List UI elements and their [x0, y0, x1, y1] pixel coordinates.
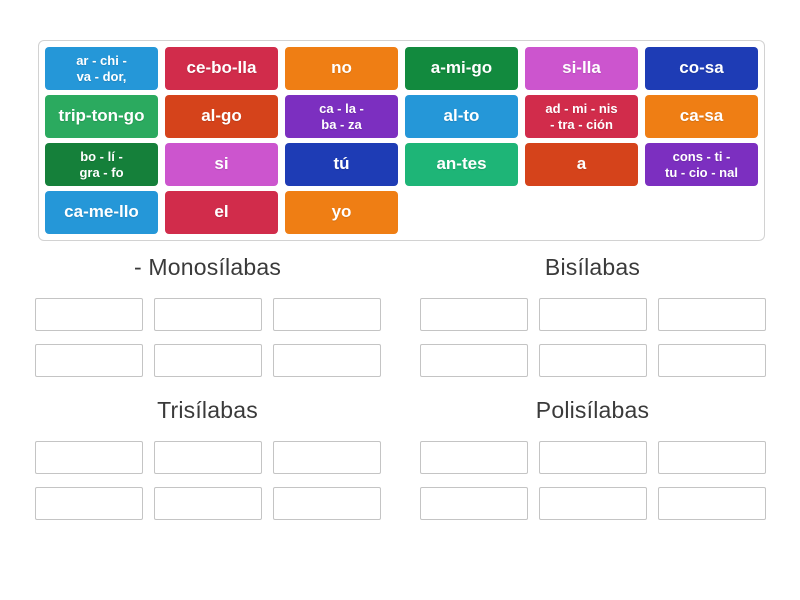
category-group: - Monosílabas — [35, 254, 381, 377]
slot-grid — [420, 441, 766, 520]
word-tile-label: tú — [333, 154, 350, 174]
drop-slot[interactable] — [154, 441, 262, 474]
drop-slot[interactable] — [154, 344, 262, 377]
word-tile-label: trip-ton-go — [58, 106, 145, 126]
drop-slot[interactable] — [35, 441, 143, 474]
drop-slot[interactable] — [35, 298, 143, 331]
word-tile[interactable]: ca-sa — [645, 95, 758, 138]
word-tile-label: ar - chi - va - dor, — [76, 52, 127, 84]
slot-grid — [35, 298, 381, 377]
word-tile-label: el — [214, 202, 229, 222]
drop-slot[interactable] — [539, 344, 647, 377]
drop-slot[interactable] — [658, 298, 766, 331]
drop-slot[interactable] — [420, 441, 528, 474]
word-tile-label: ca-me-llo — [64, 202, 139, 222]
word-tile[interactable]: a — [525, 143, 638, 186]
word-tile[interactable]: al-go — [165, 95, 278, 138]
drop-slot[interactable] — [35, 344, 143, 377]
word-tile[interactable]: ad - mi - nis - tra - ción — [525, 95, 638, 138]
word-tile-label: si — [214, 154, 229, 174]
word-tile-label: bo - lí - gra - fo — [79, 148, 124, 180]
tile-tray: ar - chi - va - dor, ce-bo-lla no a-mi-go si… — [38, 40, 765, 241]
word-tile[interactable]: ce-bo-lla — [165, 47, 278, 90]
slot-grid — [35, 441, 381, 520]
word-tile[interactable]: tú — [285, 143, 398, 186]
drop-slot[interactable] — [35, 487, 143, 520]
drop-slot[interactable] — [273, 487, 381, 520]
category-title: Bisílabas — [544, 254, 641, 280]
drop-slot[interactable] — [658, 344, 766, 377]
word-tile[interactable]: ar - chi - va - dor, — [45, 47, 158, 90]
category-groups: - Monosílabas Bisílabas Trisílabas Polisíla… — [35, 254, 766, 520]
drop-slot[interactable] — [154, 487, 262, 520]
word-tile[interactable]: si-lla — [525, 47, 638, 90]
category-group: Bisílabas — [420, 254, 766, 377]
word-tile-label: an-tes — [436, 154, 487, 174]
word-tile-label: yo — [331, 202, 352, 222]
drop-slot[interactable] — [273, 298, 381, 331]
word-tile[interactable]: a-mi-go — [405, 47, 518, 90]
category-group: Trisílabas — [35, 397, 381, 520]
drop-slot[interactable] — [420, 487, 528, 520]
word-tile-label: ca-sa — [679, 106, 724, 126]
word-tile-label: ad - mi - nis - tra - ción — [545, 100, 618, 132]
word-tile[interactable]: bo - lí - gra - fo — [45, 143, 158, 186]
drop-slot[interactable] — [420, 344, 528, 377]
word-tile-label: a-mi-go — [430, 58, 493, 78]
word-tile-label: cons - ti - tu - cio - nal — [665, 148, 738, 180]
word-tile[interactable]: ca - la - ba - za — [285, 95, 398, 138]
drop-slot[interactable] — [539, 487, 647, 520]
drop-slot[interactable] — [658, 487, 766, 520]
word-tile[interactable]: cons - ti - tu - cio - nal — [645, 143, 758, 186]
drop-slot[interactable] — [154, 298, 262, 331]
category-title: - Monosílabas — [133, 254, 282, 280]
word-tile-label: a — [576, 154, 587, 174]
drop-slot[interactable] — [539, 441, 647, 474]
word-tile-label: no — [331, 58, 352, 78]
word-tile[interactable]: co-sa — [645, 47, 758, 90]
word-tile-label: si-lla — [562, 58, 601, 78]
word-tile-label: al-to — [443, 106, 480, 126]
slot-grid — [420, 298, 766, 377]
word-tile-label: ca - la - ba - za — [319, 100, 364, 132]
word-tile[interactable]: an-tes — [405, 143, 518, 186]
drop-slot[interactable] — [273, 344, 381, 377]
drop-slot[interactable] — [273, 441, 381, 474]
word-tile[interactable]: el — [165, 191, 278, 234]
drop-slot[interactable] — [420, 298, 528, 331]
word-tile[interactable]: no — [285, 47, 398, 90]
word-tile-label: co-sa — [679, 58, 724, 78]
word-tile[interactable]: trip-ton-go — [45, 95, 158, 138]
category-title: Trisílabas — [157, 397, 258, 423]
word-tile[interactable]: ca-me-llo — [45, 191, 158, 234]
drop-slot[interactable] — [658, 441, 766, 474]
word-tile-label: al-go — [201, 106, 242, 126]
word-tile[interactable]: si — [165, 143, 278, 186]
word-tile[interactable]: al-to — [405, 95, 518, 138]
word-tile[interactable]: yo — [285, 191, 398, 234]
category-title: Polisílabas — [535, 397, 650, 423]
drop-slot[interactable] — [539, 298, 647, 331]
word-tile-label: ce-bo-lla — [186, 58, 257, 78]
category-group: Polisílabas — [420, 397, 766, 520]
